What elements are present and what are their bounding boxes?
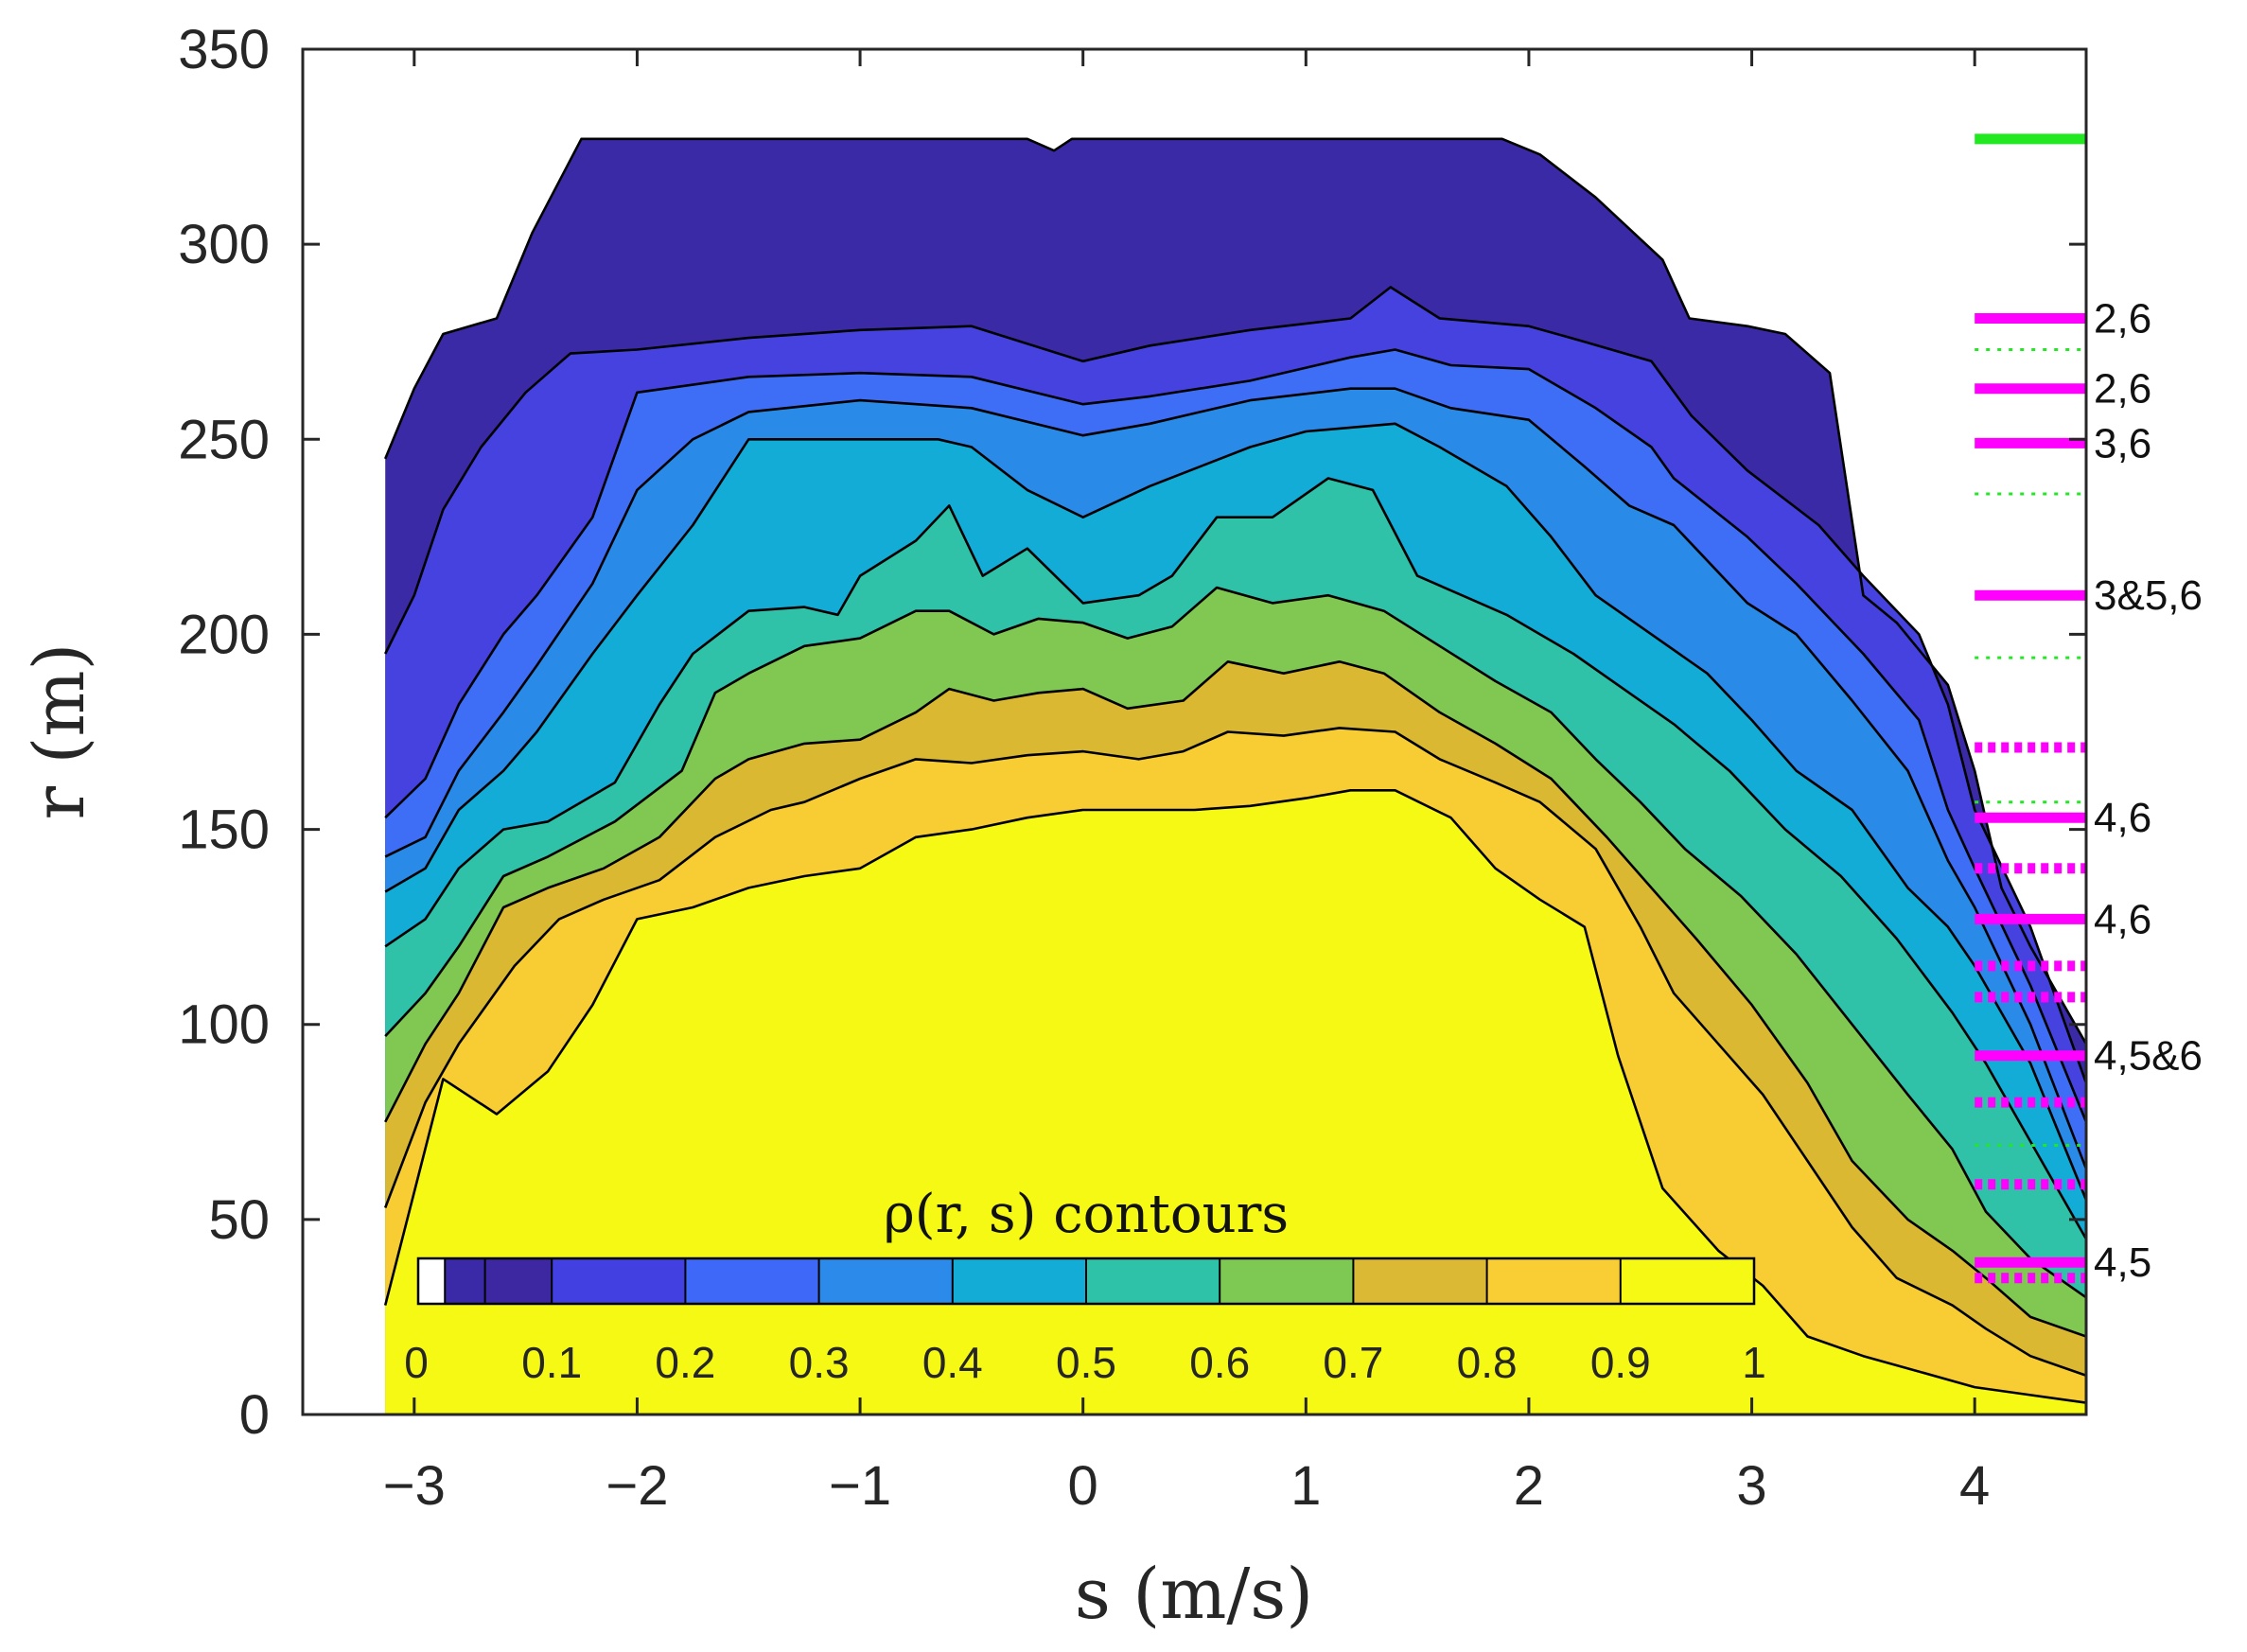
contour-line — [384, 387, 2086, 1169]
x-tick-label: 4 — [1959, 1455, 1990, 1517]
x-tick-label: 1 — [1290, 1455, 1321, 1517]
y-tick-label: 100 — [178, 994, 270, 1056]
y-tick-label: 300 — [178, 214, 270, 275]
contour-line — [383, 788, 2086, 1404]
colorbar: 0 0.1 0.2 0.3 0.4 0.5 0.6 0.7 0.8 0.9 1 ρ(r, s) con… — [404, 1184, 1766, 1387]
contour-line — [384, 422, 2086, 1201]
contour-line — [384, 586, 2086, 1299]
colorbar-tick-label: 1 — [1742, 1338, 1766, 1387]
colorbar-segment — [1086, 1258, 1220, 1304]
colorbar-segment — [1220, 1258, 1354, 1304]
colorbar-segment — [818, 1258, 953, 1304]
x-axis-label: s (m/s) — [1075, 1554, 1313, 1635]
colorbar-frame — [416, 1257, 1756, 1306]
colorbar-tick-label: 0.5 — [1056, 1338, 1116, 1387]
y-tick-label: 200 — [178, 604, 270, 665]
x-tick-label: −1 — [829, 1455, 891, 1517]
x-tick-label: −3 — [383, 1455, 446, 1517]
y-tick-label: 0 — [239, 1384, 270, 1446]
contour-line — [384, 477, 2086, 1240]
colorbar-title: ρ(r, s) contours — [884, 1184, 1289, 1245]
colorbar-segment — [685, 1258, 819, 1304]
marker-label: 4,5 — [2094, 1239, 2151, 1286]
colorbar-segment — [445, 1258, 485, 1304]
y-axis-label: r (m) — [19, 643, 100, 820]
y-axis: 0 50 100 150 200 250 300 350 — [178, 19, 2086, 1446]
colorbar-tick-label: 0.2 — [655, 1338, 715, 1387]
colorbar-tick-label: 0 — [404, 1338, 429, 1387]
y-tick-label: 150 — [178, 800, 270, 861]
plot-frame — [301, 47, 2088, 1416]
x-tick-label: 3 — [1736, 1455, 1766, 1517]
colorbar-tick-label: 0.4 — [922, 1338, 983, 1387]
marker-label: 4,6 — [2094, 795, 2151, 841]
marker-label: 2,6 — [2094, 366, 2151, 413]
colorbar-tick-label: 0.8 — [1457, 1338, 1518, 1387]
contour-lines — [383, 137, 2086, 1404]
y-tick-label: 250 — [178, 409, 270, 470]
x-tick-label: 2 — [1514, 1455, 1544, 1517]
colorbar-segment — [552, 1258, 686, 1304]
x-axis: −3 −2 −1 0 1 2 3 4 — [383, 49, 1990, 1517]
marker-lines: 2,6 2,6 3,6 3&5,6 4,6 4,6 4,5&6 4,5 — [1975, 133, 2203, 1286]
marker-label: 4,5&6 — [2094, 1033, 2203, 1080]
contour-line — [383, 137, 2086, 1045]
x-tick-label: 0 — [1068, 1455, 1098, 1517]
contour-line — [384, 659, 2086, 1338]
colorbar-segment — [952, 1258, 1086, 1304]
contour-line — [384, 286, 2086, 1084]
colorbar-segment — [1353, 1258, 1487, 1304]
colorbar-segment — [418, 1258, 446, 1304]
colorbar-tick-label: 0.9 — [1590, 1338, 1651, 1387]
colorbar-segment — [1620, 1258, 1754, 1304]
colorbar-tick-label: 0.7 — [1323, 1338, 1383, 1387]
marker-label: 3&5,6 — [2094, 572, 2203, 619]
y-tick-label: 350 — [178, 19, 270, 80]
colorbar-segment — [484, 1258, 553, 1304]
colorbar-tick-label: 0.3 — [789, 1338, 850, 1387]
x-tick-label: −2 — [606, 1455, 668, 1517]
colorbar-tick-label: 0.1 — [521, 1338, 582, 1387]
marker-label: 2,6 — [2094, 295, 2151, 342]
marker-label: 4,6 — [2094, 896, 2151, 942]
colorbar-segment — [1486, 1258, 1621, 1304]
y-tick-label: 50 — [208, 1189, 270, 1251]
marker-label: 3,6 — [2094, 420, 2151, 466]
contour-line — [383, 727, 2086, 1378]
contour-line — [384, 348, 2086, 1123]
colorbar-tick-label: 0.6 — [1189, 1338, 1250, 1387]
